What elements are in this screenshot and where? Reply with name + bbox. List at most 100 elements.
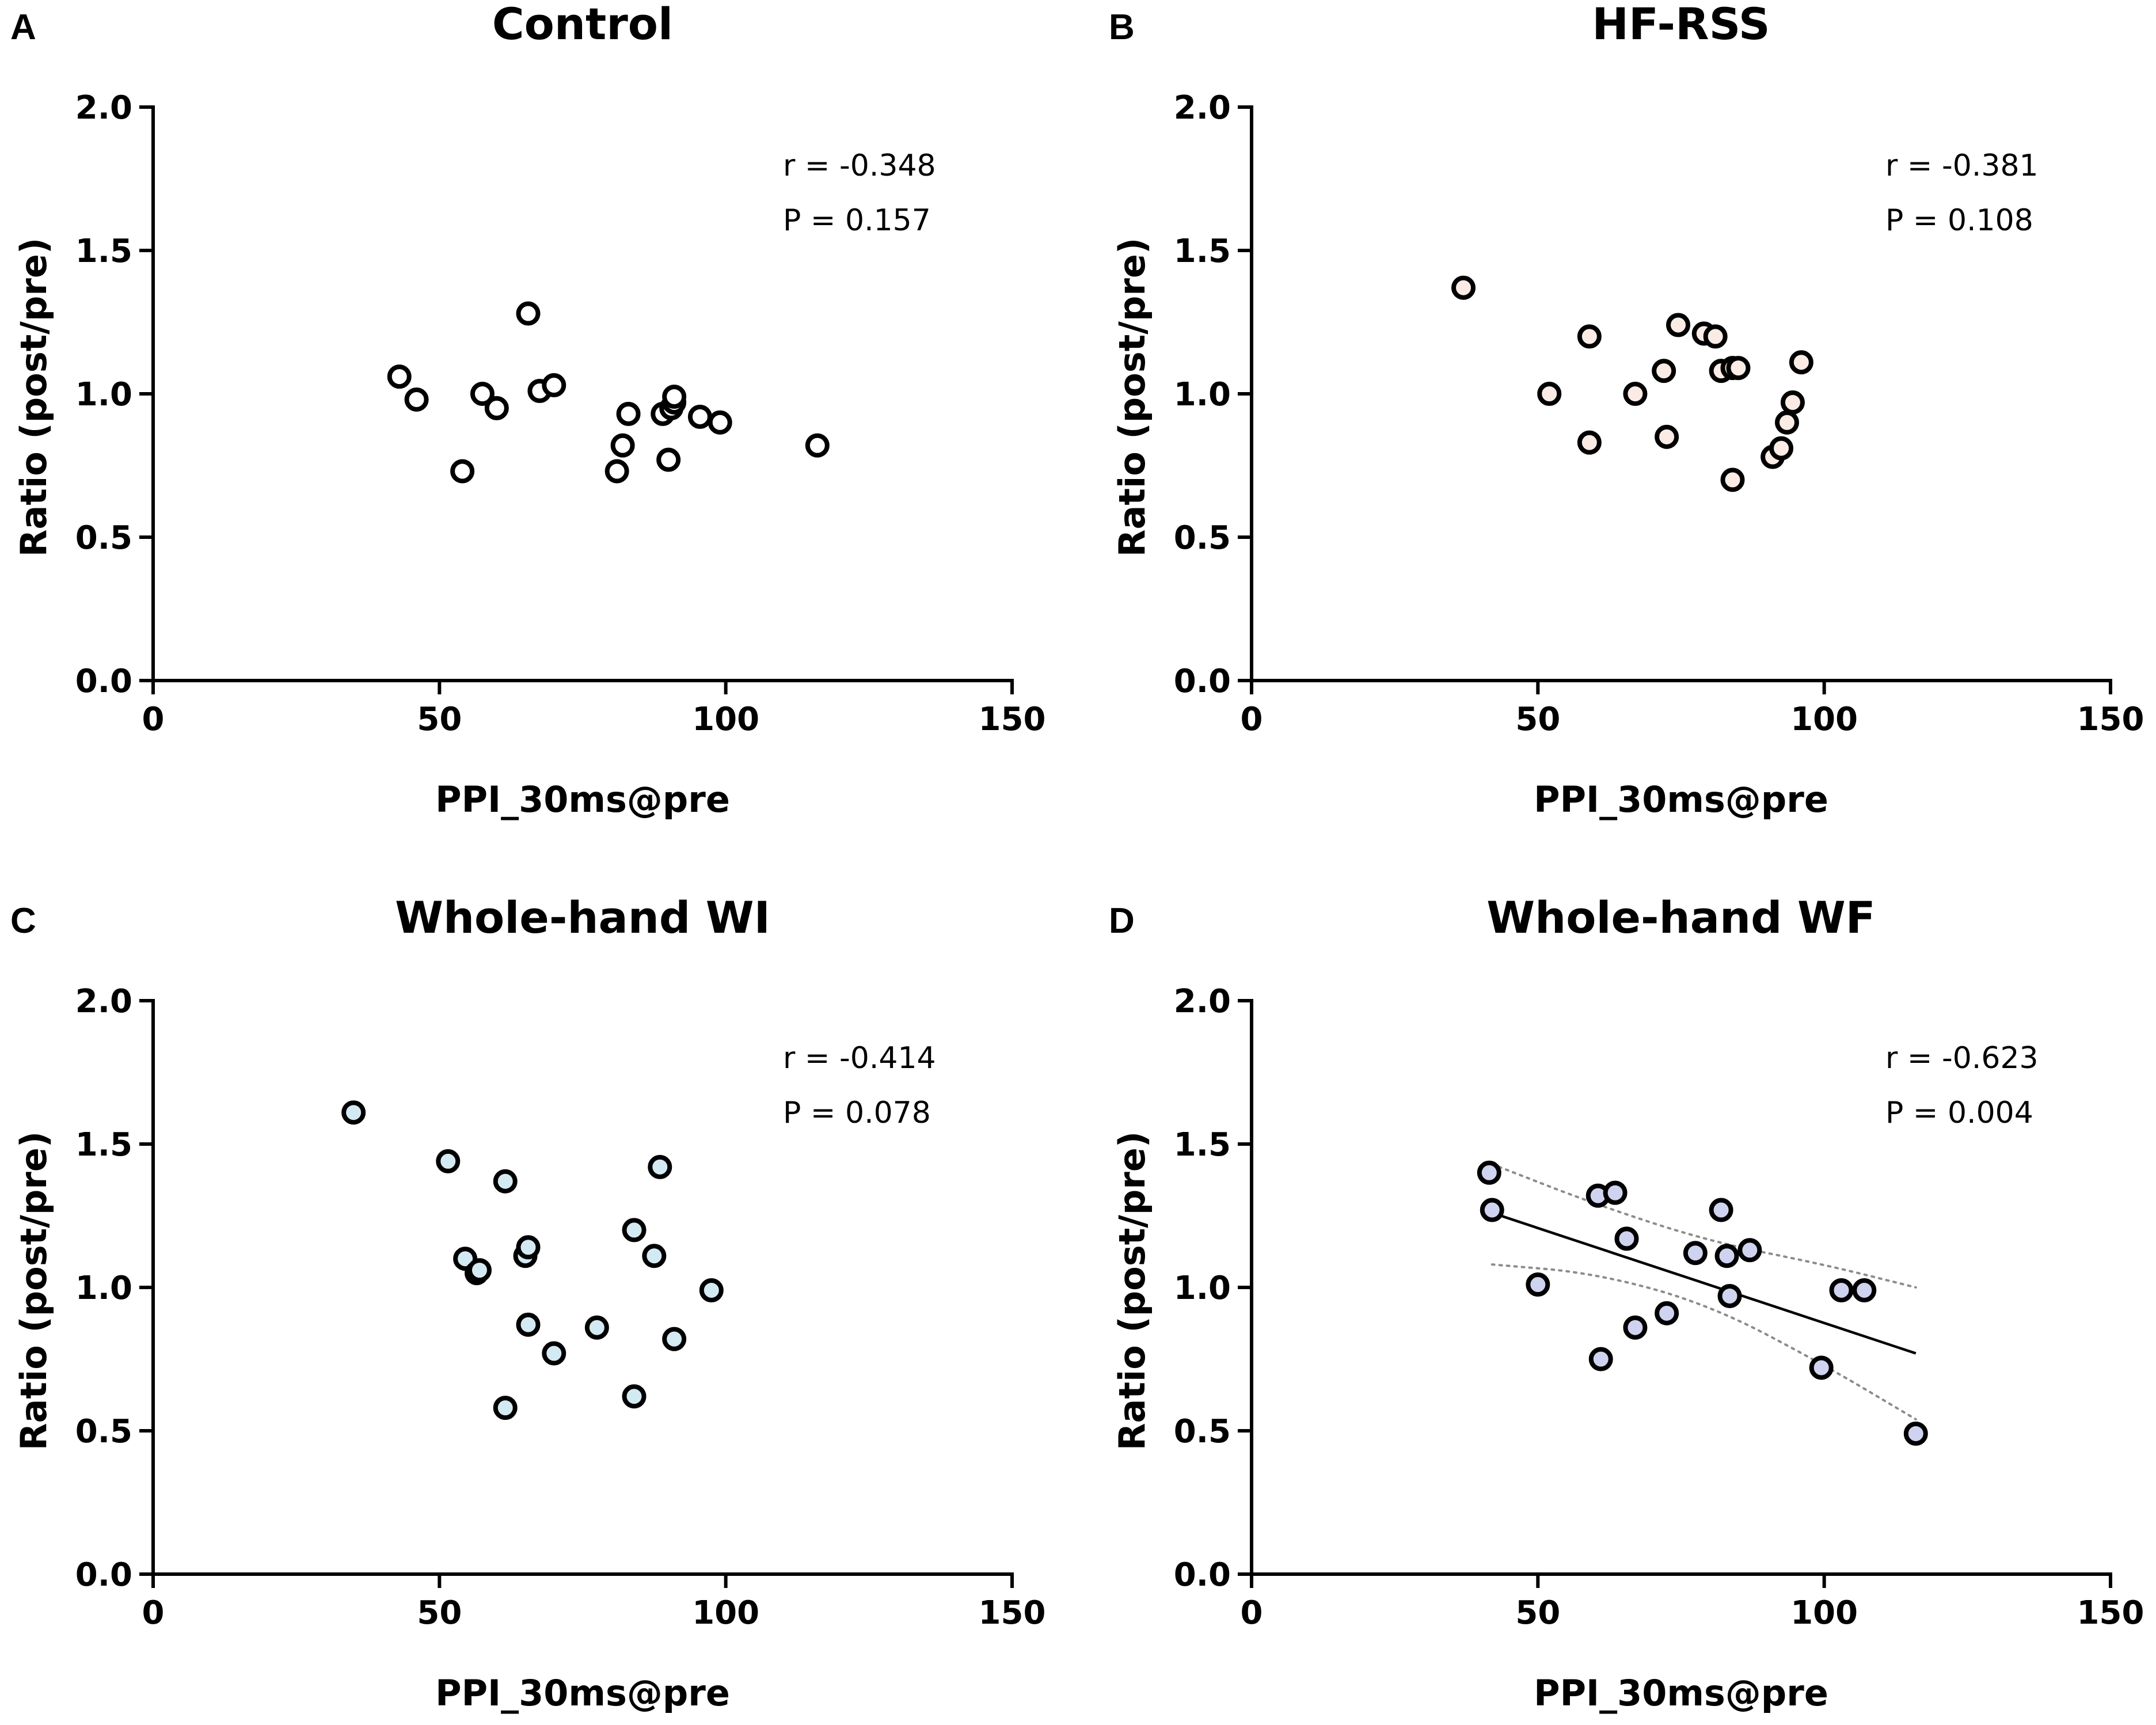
data-point bbox=[493, 1169, 518, 1194]
p-value-label: P = 0.157 bbox=[783, 203, 931, 238]
y-tick-label: 0.0 bbox=[75, 1556, 132, 1594]
y-tick-label: 0.5 bbox=[1174, 519, 1231, 557]
data-point bbox=[542, 1341, 566, 1366]
confidence-band-lower bbox=[1490, 1263, 1917, 1421]
data-point bbox=[1526, 1272, 1550, 1297]
data-point bbox=[1480, 1198, 1504, 1222]
data-point bbox=[387, 364, 412, 389]
y-tick-label: 2.0 bbox=[1174, 89, 1231, 127]
data-point bbox=[516, 301, 541, 326]
data-point bbox=[604, 459, 629, 484]
data-point bbox=[1775, 410, 1800, 435]
panel-letter: B bbox=[1109, 7, 1135, 47]
panel-c: C Whole-hand WI 0 50 100 150 0.0 0.5 1.0 1.5 2.0 PP… bbox=[10, 892, 1045, 1714]
y-tick-label: 2.0 bbox=[1174, 983, 1231, 1020]
data-point bbox=[1655, 424, 1679, 449]
x-axis-label: PPI_30ms@pre bbox=[1534, 1672, 1828, 1714]
x-tick-label: 50 bbox=[1515, 701, 1560, 738]
y-tick-label: 1.5 bbox=[1174, 1126, 1231, 1164]
data-point bbox=[1683, 1241, 1708, 1266]
data-point bbox=[662, 1327, 687, 1351]
data-point bbox=[467, 1258, 492, 1283]
data-point bbox=[1603, 1180, 1628, 1205]
y-tick-label: 0.5 bbox=[75, 1413, 132, 1450]
x-axis-label: PPI_30ms@pre bbox=[435, 778, 730, 820]
data-point bbox=[1769, 436, 1794, 461]
data-point bbox=[622, 1384, 647, 1409]
x-axis-label: PPI_30ms@pre bbox=[435, 1672, 730, 1714]
data-point bbox=[1780, 390, 1805, 415]
data-point bbox=[1717, 1283, 1742, 1308]
p-value-label: P = 0.108 bbox=[1885, 203, 2033, 238]
p-value-label: P = 0.078 bbox=[783, 1096, 931, 1130]
panel-title: Control bbox=[492, 0, 673, 50]
x-tick-label: 0 bbox=[1241, 701, 1263, 738]
y-tick-label: 1.5 bbox=[75, 233, 132, 270]
y-tick-label: 1.5 bbox=[1174, 233, 1231, 270]
x-tick-label: 100 bbox=[692, 1594, 759, 1632]
panel-a: A Control 0 50 100 150 0.0 0.5 1.0 1.5 2.0 PPI_30ms… bbox=[10, 0, 1045, 820]
y-tick-label: 1.0 bbox=[1174, 1270, 1231, 1307]
data-point bbox=[1577, 324, 1602, 349]
data-point bbox=[1809, 1355, 1834, 1380]
data-point bbox=[1655, 1301, 1679, 1325]
data-point bbox=[1451, 275, 1476, 300]
data-point bbox=[1726, 356, 1751, 381]
x-tick-label: 150 bbox=[2077, 1594, 2144, 1632]
confidence-band-upper bbox=[1490, 1162, 1917, 1289]
data-point bbox=[1477, 1160, 1501, 1185]
x-tick-label: 0 bbox=[1241, 1594, 1263, 1632]
panel-letter: D bbox=[1109, 901, 1135, 941]
panel-letter: C bbox=[10, 901, 36, 941]
r-value-label: r = -0.623 bbox=[1885, 1041, 2039, 1076]
data-point bbox=[1737, 1238, 1762, 1263]
y-tick-label: 0.5 bbox=[75, 519, 132, 557]
data-point bbox=[610, 433, 635, 458]
data-point bbox=[436, 1149, 461, 1173]
data-point bbox=[708, 410, 732, 435]
y-axis-label: Ratio (post/pre) bbox=[13, 1131, 55, 1451]
data-point bbox=[450, 459, 475, 484]
y-tick-label: 0.0 bbox=[75, 663, 132, 700]
data-point bbox=[687, 404, 712, 429]
x-tick-label: 150 bbox=[979, 701, 1046, 738]
data-point bbox=[1789, 350, 1813, 375]
data-point bbox=[341, 1100, 366, 1125]
y-axis-label: Ratio (post/pre) bbox=[1111, 1131, 1153, 1451]
x-tick-label: 0 bbox=[142, 701, 165, 738]
data-point bbox=[1537, 382, 1562, 406]
panel-title: HF-RSS bbox=[1592, 0, 1770, 50]
data-point bbox=[484, 396, 509, 420]
x-tick-label: 50 bbox=[1515, 1594, 1560, 1632]
x-tick-label: 150 bbox=[979, 1594, 1046, 1632]
p-value-label: P = 0.004 bbox=[1885, 1096, 2033, 1130]
regression-line bbox=[1492, 1211, 1917, 1355]
x-tick-label: 50 bbox=[417, 701, 462, 738]
data-point bbox=[1703, 324, 1728, 349]
data-point bbox=[584, 1315, 609, 1340]
x-tick-label: 50 bbox=[417, 1594, 462, 1632]
x-tick-label: 150 bbox=[2077, 701, 2144, 738]
data-point bbox=[1709, 1198, 1733, 1222]
panel-d: D Whole-hand WF 0 50 100 150 0.0 0.5 1.0 1.5 2.0 PP… bbox=[1109, 892, 2144, 1714]
data-point bbox=[1829, 1278, 1854, 1302]
r-value-label: r = -0.348 bbox=[783, 149, 936, 183]
y-axis-label: Ratio (post/pre) bbox=[1111, 238, 1153, 557]
y-tick-label: 1.0 bbox=[75, 376, 132, 413]
data-point bbox=[1614, 1226, 1639, 1251]
data-point bbox=[1714, 1244, 1739, 1268]
r-value-label: r = -0.381 bbox=[1885, 149, 2039, 183]
y-tick-label: 1.0 bbox=[75, 1270, 132, 1307]
y-axis-label: Ratio (post/pre) bbox=[13, 238, 55, 557]
x-tick-label: 100 bbox=[692, 701, 759, 738]
x-tick-label: 0 bbox=[142, 1594, 165, 1632]
data-point bbox=[648, 1154, 672, 1179]
x-tick-label: 100 bbox=[1790, 1594, 1858, 1632]
data-point bbox=[662, 384, 687, 409]
data-point bbox=[616, 401, 641, 426]
data-point bbox=[404, 387, 429, 412]
data-point bbox=[656, 447, 681, 472]
data-point bbox=[1903, 1421, 1928, 1446]
data-point bbox=[642, 1244, 667, 1268]
